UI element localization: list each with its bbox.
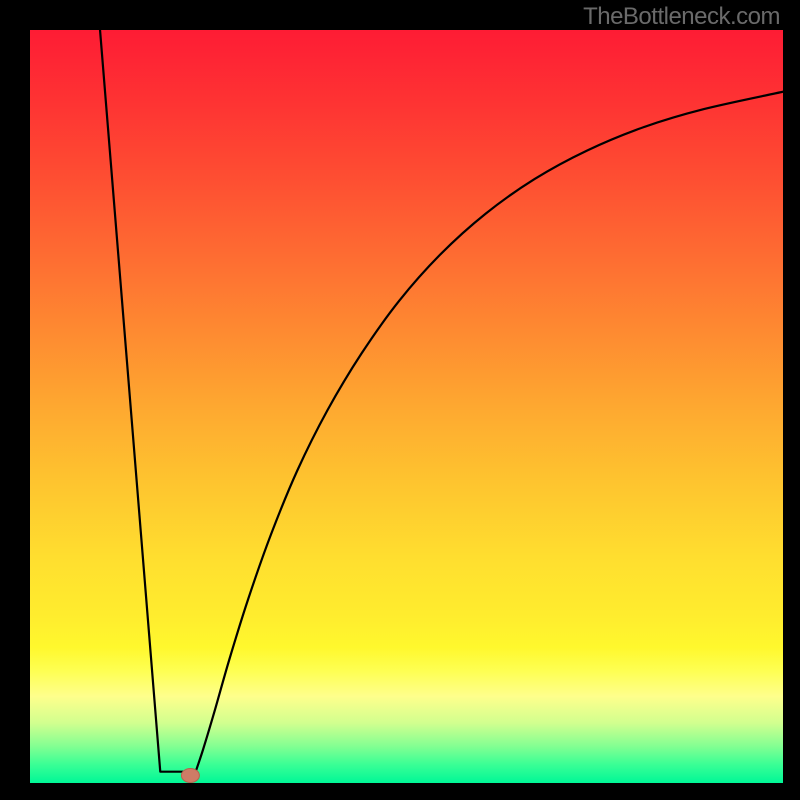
optimum-marker: [181, 768, 199, 782]
gradient-background: [30, 30, 783, 783]
watermark-text: TheBottleneck.com: [583, 3, 780, 31]
plot-svg: [30, 30, 783, 783]
frame-border-right: [783, 0, 800, 800]
frame-border-left: [0, 0, 30, 800]
chart-root: { "canvas": { "width": 800, "height": 80…: [0, 0, 800, 800]
frame-border-bottom: [0, 783, 800, 800]
plot-area: [30, 30, 783, 783]
